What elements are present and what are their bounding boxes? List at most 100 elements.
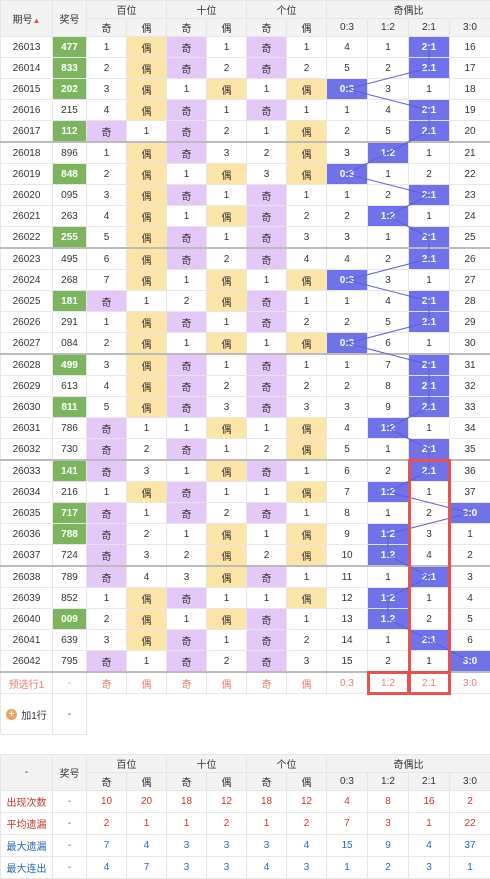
odd-cell: 奇 xyxy=(247,609,287,630)
number-cell: 263 xyxy=(53,206,87,227)
even-cell: 3 xyxy=(207,142,247,164)
even-cell: 4 xyxy=(287,248,327,270)
ratio-cell: 7 xyxy=(327,482,368,503)
prediction-row[interactable]: 预选行1 - 奇 偶 奇 偶 奇 偶 0:3 1:2 2:1 3:0 xyxy=(1,672,490,694)
prediction-cell[interactable]: 1:2 xyxy=(368,672,409,694)
number-cell: 181 xyxy=(53,291,87,312)
odd-cell: 1 xyxy=(247,333,287,355)
prediction-cell[interactable]: 偶 xyxy=(287,672,327,694)
issue-cell: 26041 xyxy=(1,630,53,651)
even-cell: 3 xyxy=(207,397,247,418)
ratio-cell: 7 xyxy=(368,354,409,376)
prediction-cell[interactable]: 0:3 xyxy=(327,672,368,694)
ratio-cell: 2 xyxy=(368,248,409,270)
even-cell: 偶 xyxy=(287,418,327,439)
issue-cell: 26021 xyxy=(1,206,53,227)
ratio-cell: 4 xyxy=(327,418,368,439)
ratio-cell: 2:1 xyxy=(409,312,450,333)
even-subheader: 偶 xyxy=(287,773,327,791)
footer-dash: - xyxy=(1,755,53,791)
ratio-cell: 32 xyxy=(450,376,490,397)
even-cell: 偶 xyxy=(287,545,327,567)
prediction-cell[interactable]: 奇 xyxy=(87,672,127,694)
even-cell: 1 xyxy=(127,418,167,439)
even-cell: 2 xyxy=(127,439,167,461)
even-cell: 偶 xyxy=(127,206,167,227)
ratio-cell: 26 xyxy=(450,248,490,270)
odd-subheader: 奇 xyxy=(247,19,287,37)
add-row-cell[interactable]: + 加1行 xyxy=(1,694,53,735)
prediction-cell[interactable]: 奇 xyxy=(247,672,287,694)
ratio-cell: 4 xyxy=(409,545,450,567)
odd-cell: 3 xyxy=(87,630,127,651)
odd-cell: 1 xyxy=(167,333,207,355)
ratio-1-2-subheader: 1:2 xyxy=(368,19,409,37)
odd-cell: 3 xyxy=(167,566,207,588)
ratio-1-2-subheader: 1:2 xyxy=(368,773,409,791)
number-cell: 084 xyxy=(53,333,87,355)
issue-cell: 26034 xyxy=(1,482,53,503)
odd-cell: 7 xyxy=(87,270,127,291)
prediction-cell[interactable]: 奇 xyxy=(167,672,207,694)
footer-ratio-header: 奇偶比 xyxy=(327,755,490,773)
statistics-value: 3 xyxy=(167,835,207,857)
odd-cell: 奇 xyxy=(247,100,287,121)
odd-cell: 1 xyxy=(167,164,207,185)
even-cell: 2 xyxy=(207,503,247,524)
issue-header[interactable]: 期号▲ xyxy=(1,1,53,37)
ratio-cell: 35 xyxy=(450,439,490,461)
tens-header: 十位 xyxy=(167,1,247,19)
even-cell: 偶 xyxy=(127,354,167,376)
prediction-cell[interactable]: 2:1 xyxy=(409,672,450,694)
even-cell: 偶 xyxy=(127,270,167,291)
ratio-cell: 3 xyxy=(327,142,368,164)
issue-cell: 26014 xyxy=(1,58,53,79)
even-cell: 1 xyxy=(127,651,167,673)
number-cell: 833 xyxy=(53,58,87,79)
prediction-cell[interactable]: 3:0 xyxy=(450,672,490,694)
number-cell: 795 xyxy=(53,651,87,673)
odd-even-trend-table: 期号▲ 奖号 百位 十位 个位 奇偶比 奇 偶 奇 偶 奇 偶 0:3 1:2 … xyxy=(0,0,490,755)
number-cell: 495 xyxy=(53,248,87,270)
even-cell: 4 xyxy=(127,566,167,588)
odd-cell: 1 xyxy=(167,609,207,630)
even-cell: 1 xyxy=(127,291,167,312)
ratio-cell: 1:2 xyxy=(368,206,409,227)
ratio-cell: 1 xyxy=(368,164,409,185)
odd-cell: 1 xyxy=(247,270,287,291)
odd-cell: 1 xyxy=(87,142,127,164)
even-cell: 偶 xyxy=(127,312,167,333)
number-cell: 639 xyxy=(53,630,87,651)
odd-cell: 4 xyxy=(87,100,127,121)
ratio-cell: 1 xyxy=(327,100,368,121)
ratio-cell: 10 xyxy=(327,545,368,567)
odd-cell: 1 xyxy=(167,524,207,545)
odd-cell: 奇 xyxy=(247,630,287,651)
ratio-cell: 1 xyxy=(368,37,409,58)
even-cell: 偶 xyxy=(287,333,327,355)
ratio-cell: 4 xyxy=(327,37,368,58)
odd-cell: 奇 xyxy=(247,503,287,524)
statistics-value: 4 xyxy=(287,835,327,857)
odd-cell: 3 xyxy=(87,354,127,376)
even-subheader: 偶 xyxy=(207,773,247,791)
even-cell: 偶 xyxy=(287,121,327,143)
issue-cell: 26016 xyxy=(1,100,53,121)
add-row-button[interactable]: + 加1行 xyxy=(6,707,47,722)
statistics-label: 平均遗漏 xyxy=(1,813,53,835)
sort-icon[interactable]: ▲ xyxy=(33,16,41,25)
prediction-cell[interactable]: 偶 xyxy=(207,672,247,694)
prediction-cell[interactable]: 偶 xyxy=(127,672,167,694)
odd-cell: 奇 xyxy=(167,651,207,673)
odd-cell: 1 xyxy=(167,418,207,439)
odd-cell: 5 xyxy=(87,227,127,249)
ratio-cell: 2:1 xyxy=(409,376,450,397)
odd-cell: 奇 xyxy=(87,566,127,588)
number-cell: 112 xyxy=(53,121,87,143)
